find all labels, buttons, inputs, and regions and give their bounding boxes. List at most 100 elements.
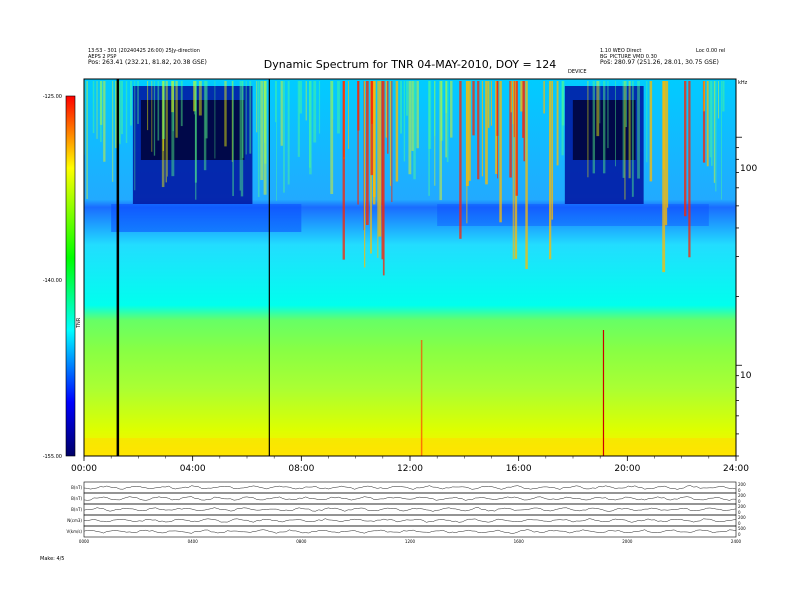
- spectrum-streak: [440, 81, 444, 141]
- y-axis-unit: kHz: [738, 80, 748, 86]
- spectrum-streak: [622, 81, 625, 178]
- colorbar-tick-mid: -140.00: [43, 278, 62, 284]
- spectrum-streak: [468, 81, 471, 181]
- spectrum-streak: [242, 81, 244, 158]
- spectrum-streak: [137, 81, 139, 124]
- spectrum-streak: [607, 81, 609, 149]
- spectrum-streak: [125, 81, 128, 144]
- spectrum-streak: [134, 81, 136, 191]
- spectrum-streak: [428, 81, 432, 149]
- spectrum-streak: [377, 81, 379, 258]
- panel-x-tick-label: 0800: [296, 539, 307, 544]
- spectrum-streak: [416, 81, 419, 149]
- spectrum-streak: [192, 81, 196, 112]
- panel-x-tick-label: 2000: [622, 539, 633, 544]
- x-tick-label: 00:00: [71, 464, 97, 474]
- spectrum-streak: [413, 81, 416, 180]
- spectrum-streak: [703, 81, 705, 112]
- spectrum-streak: [147, 81, 149, 131]
- spectrum-streak: [151, 81, 153, 152]
- spectrum-streak: [287, 81, 290, 185]
- panel-x-tick-label: 1200: [405, 539, 416, 544]
- spectrum-streak: [231, 81, 233, 162]
- panel-label: V(km/s): [66, 529, 82, 534]
- spectrum-streak: [357, 81, 360, 131]
- dark-core-1: [572, 100, 636, 160]
- spectrum-streak: [180, 81, 183, 127]
- spectrum-streak: [485, 81, 488, 185]
- spectrum-streak: [171, 81, 174, 113]
- spectrum-streak: [513, 81, 515, 138]
- header-right-line1: 1.10 WEO Direct: [600, 48, 642, 54]
- panel-right-value-top: 200: [738, 493, 746, 498]
- spectrum-streak: [297, 81, 300, 157]
- spectrum-streak: [637, 81, 640, 179]
- spectrum-streak: [599, 81, 601, 124]
- panel-x-tick-label: 2400: [731, 539, 742, 544]
- spectrum-streak: [711, 81, 713, 166]
- spectrum-streak: [117, 81, 121, 145]
- spectrum-streak: [299, 81, 302, 114]
- y-tick-label-100: 100: [740, 164, 757, 174]
- spectrum-streak: [171, 81, 175, 177]
- burst-line-2: [420, 340, 423, 456]
- spectrum-streak: [347, 81, 349, 149]
- spectrum-streak: [445, 81, 447, 158]
- spectrum-streak: [343, 81, 345, 158]
- bottom-band: [84, 438, 736, 456]
- spectrum-streak: [280, 81, 283, 146]
- spectrum-streak: [481, 81, 483, 177]
- header-right-line4: Pos: 280.97 (251.26, 28.01, 30.75 GSE): [600, 59, 719, 66]
- panel-label: B(nT): [71, 507, 82, 512]
- spectrum-streak: [666, 81, 669, 208]
- spectrum-streak: [684, 81, 687, 217]
- spectrum-streak: [592, 81, 596, 174]
- panel-frame: [83, 525, 737, 538]
- spectrum-streak: [203, 81, 207, 171]
- spectrum-streak: [103, 81, 106, 162]
- spectrum-streak: [472, 81, 475, 136]
- spectrum-streak: [308, 81, 311, 168]
- spectrum-streak: [283, 81, 285, 193]
- spectrum-streak: [709, 81, 712, 158]
- spectrum-streak: [387, 81, 389, 154]
- spectrum-streak: [561, 81, 564, 156]
- spectrum-streak: [515, 81, 518, 196]
- spectrum-streak: [194, 81, 197, 183]
- header-mid-label: DEVICE: [568, 69, 587, 75]
- spectrum-streak: [365, 81, 369, 225]
- spectrum-streak: [162, 81, 165, 139]
- burst-line: [602, 330, 605, 456]
- header-right-line2: Loc 0.00 rel: [696, 48, 726, 54]
- footer-label: Make: 4/5: [40, 556, 65, 562]
- x-tick-label: 04:00: [180, 464, 206, 474]
- spectrum-streak: [713, 81, 716, 183]
- spectrum-streak: [664, 81, 668, 226]
- x-tick-label: 16:00: [506, 464, 532, 474]
- panel-x-tick-label: 1600: [514, 539, 525, 544]
- frequency-axis: [736, 136, 742, 457]
- panel-right-value-bottom: 0: [738, 521, 741, 526]
- spectrum-streak: [240, 81, 244, 197]
- spectrum-streak: [245, 81, 247, 155]
- spectrum-streak: [406, 81, 408, 116]
- spectrum-streak: [364, 81, 366, 268]
- panel-label: B(nT): [71, 496, 82, 501]
- spectrum-streak: [662, 81, 666, 273]
- spectrum-streak: [214, 81, 216, 159]
- spectrum-streak: [446, 81, 449, 163]
- spectrum-streak: [445, 81, 448, 114]
- spectrum-streak: [408, 81, 412, 175]
- panel-frame: [83, 492, 737, 505]
- spectrum-streak: [706, 81, 709, 167]
- spectrum-streak: [389, 81, 392, 186]
- spectrum-streak: [556, 81, 559, 166]
- spectrum-streak: [715, 81, 717, 192]
- spectrum-streak: [403, 81, 406, 162]
- spectrum-streak: [371, 81, 374, 124]
- spectrum-streak: [313, 81, 317, 143]
- spectrum-streak: [264, 81, 266, 143]
- panel-trace: [83, 529, 737, 534]
- panel-right-value-bottom: 0: [738, 510, 741, 515]
- spectrum-streak: [434, 81, 436, 186]
